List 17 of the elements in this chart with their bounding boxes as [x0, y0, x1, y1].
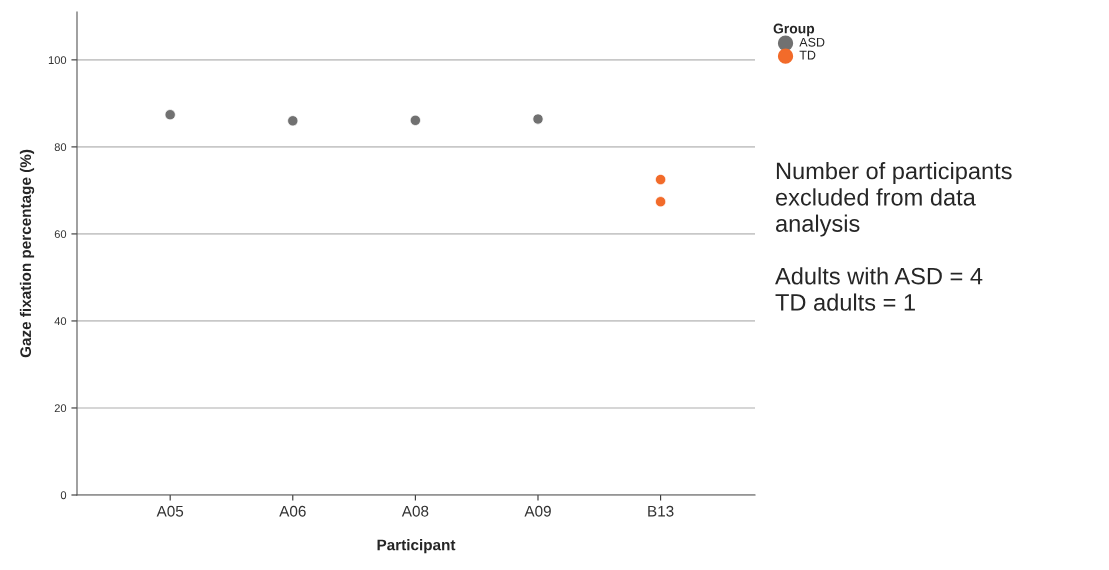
x-tick-label: A05 — [156, 505, 184, 517]
text: Number of participants excluded from data analysis Adults with ASD = 4 TD adults = 1 — [775, 162, 1012, 311]
x-axis-title: Participant — [377, 539, 456, 554]
y-tick-label: 20 — [54, 404, 67, 413]
y-axis-title: Gaze fixation percentage (%) — [19, 149, 35, 358]
x-tick-label: A08 — [401, 505, 429, 517]
y-tick-label: 100 — [48, 56, 67, 64]
legend-title: Group — [773, 23, 815, 37]
x-tick-label: B13 — [648, 505, 674, 517]
y-tick-label: 80 — [54, 143, 67, 152]
y-tick-label: 60 — [54, 230, 67, 239]
legend-label: ASD — [799, 37, 825, 47]
x-tick-label: A06 — [279, 505, 306, 517]
y-tick-label: 40 — [54, 317, 67, 326]
legend-label: TD — [799, 50, 816, 60]
y-tick-label: 0 — [60, 491, 67, 500]
x-tick-label: A09 — [524, 505, 551, 517]
